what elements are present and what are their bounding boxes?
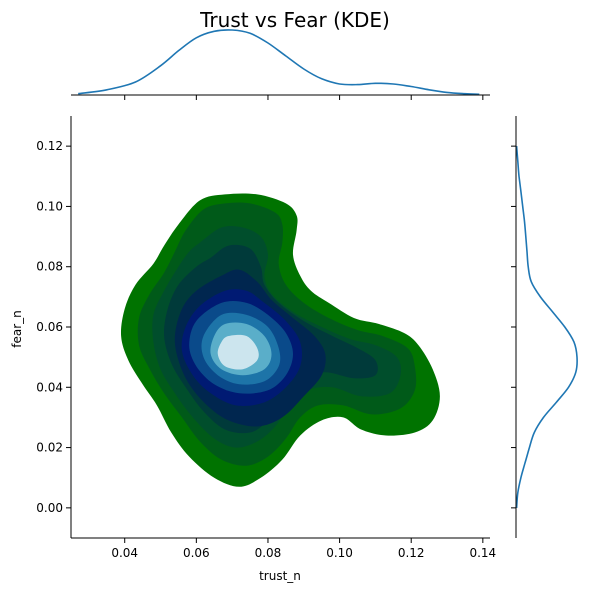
y-axis-ticks: 0.00 0.02 0.04 0.06 0.08 0.10 0.12 — [36, 139, 71, 515]
joint-plot-panel: 0.04 0.06 0.08 0.10 0.12 0.14 0.000.020.040.0… — [10, 116, 496, 583]
y-tick-label: 0.06 — [36, 320, 63, 334]
kde-level-10 — [217, 334, 259, 370]
marginal-y-panel — [511, 116, 578, 538]
marginal-y-ticks — [511, 145, 516, 509]
y-tick-label: 0.00 — [36, 501, 63, 515]
y-tick-label: 0.02 — [36, 441, 63, 455]
x-tick-label: 0.08 — [255, 546, 282, 560]
x-tick-label: 0.04 — [111, 546, 138, 560]
x-tick-label: 0.06 — [183, 546, 210, 560]
x-axis-label: trust_n — [259, 569, 301, 583]
y-tick-label: 0.10 — [36, 199, 63, 213]
y-axis-label: fear_n — [10, 310, 24, 348]
x-tick-label: 0.10 — [326, 546, 353, 560]
kde-contours — [120, 193, 440, 487]
marginal-x-density-line — [78, 29, 480, 96]
chart-title: Trust vs Fear (KDE) — [199, 8, 390, 32]
y-tick-label: 0.04 — [36, 380, 63, 394]
marginal-x-panel — [71, 29, 490, 100]
x-axis-ticks: 0.04 0.06 0.08 0.10 0.12 0.14 — [111, 538, 496, 560]
marginal-x-ticks — [124, 95, 484, 100]
y-tick-label: 0.08 — [36, 260, 63, 274]
marginal-y-density-line — [515, 146, 578, 508]
x-tick-label: 0.14 — [469, 546, 496, 560]
x-tick-label: 0.12 — [398, 546, 425, 560]
y-tick-label: 0.12 — [36, 139, 63, 153]
